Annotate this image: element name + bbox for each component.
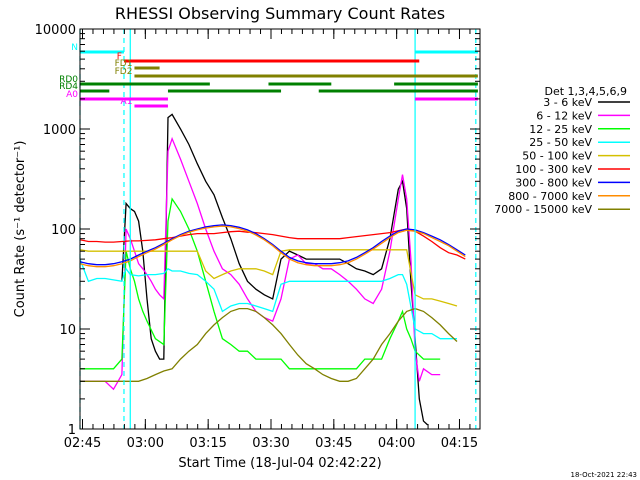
legend-label-2: 12 - 25 keV — [529, 123, 592, 136]
series-line-2 — [80, 197, 441, 370]
chart-title: RHESSI Observing Summary Count Rates — [115, 4, 445, 23]
plot-lines — [79, 113, 466, 426]
series-line-7 — [79, 225, 466, 268]
legend-label-6: 300 - 800 keV — [515, 176, 592, 189]
x-axis: 02:45 03:00 03:15 03:30 03:45 04:00 04:15 — [64, 29, 478, 451]
x-tick-label-6: 04:15 — [441, 436, 478, 451]
legend-label-5: 100 - 300 keV — [515, 163, 592, 176]
flag-label-2: FD1 — [115, 59, 133, 69]
flag-label-7: A1 — [121, 97, 133, 107]
flag-label-5: RD4 — [59, 82, 78, 92]
flag-label-6: A0 — [66, 90, 78, 100]
flag-label-3: FD2 — [115, 67, 133, 77]
footer-timestamp: 18-Oct-2021 22:43 — [571, 471, 637, 479]
legend-label-7: 800 - 7000 keV — [508, 190, 592, 203]
x-tick-label-5: 04:00 — [378, 436, 415, 451]
series-line-8 — [80, 307, 458, 382]
legend-label-8: 7000 - 15000 keV — [494, 203, 592, 216]
series-line-3 — [79, 258, 457, 340]
legend-label-0: 3 - 6 keV — [543, 96, 592, 109]
legend-label-1: 6 - 12 keV — [536, 109, 592, 122]
series-line-1 — [80, 136, 441, 391]
x-tick-label-2: 03:15 — [189, 436, 226, 451]
series-line-6 — [79, 224, 466, 266]
legend-title: Det 1,3,4,5,6,9 — [544, 85, 627, 98]
legend-label-4: 50 - 100 keV — [522, 150, 592, 163]
series-line-0 — [121, 113, 429, 426]
y-tick-label-2: 100 — [51, 223, 76, 238]
y-tick-label-1: 10 — [59, 323, 76, 338]
x-tick-label-3: 03:30 — [252, 436, 289, 451]
series-line-4 — [79, 249, 458, 307]
flag-label-1: F — [117, 52, 122, 62]
y-tick-label-4: 10000 — [35, 23, 76, 38]
y-tick-label-0: 1 — [68, 423, 76, 438]
x-tick-label-0: 02:45 — [64, 436, 101, 451]
flag-label-0: N — [71, 43, 78, 53]
y-axis: 1 10 100 1000 10000 — [35, 23, 480, 438]
x-tick-label-1: 03:00 — [127, 436, 164, 451]
legend-label-3: 25 - 50 keV — [529, 136, 592, 149]
y-tick-label-3: 1000 — [43, 123, 76, 138]
x-tick-label-4: 03:45 — [315, 436, 352, 451]
flag-label-4: RD0 — [59, 75, 78, 85]
y-axis-label: Count Rate (s⁻¹ detector⁻¹) — [13, 141, 28, 318]
x-axis-label: Start Time (18-Jul-04 02:42:22) — [178, 456, 381, 471]
